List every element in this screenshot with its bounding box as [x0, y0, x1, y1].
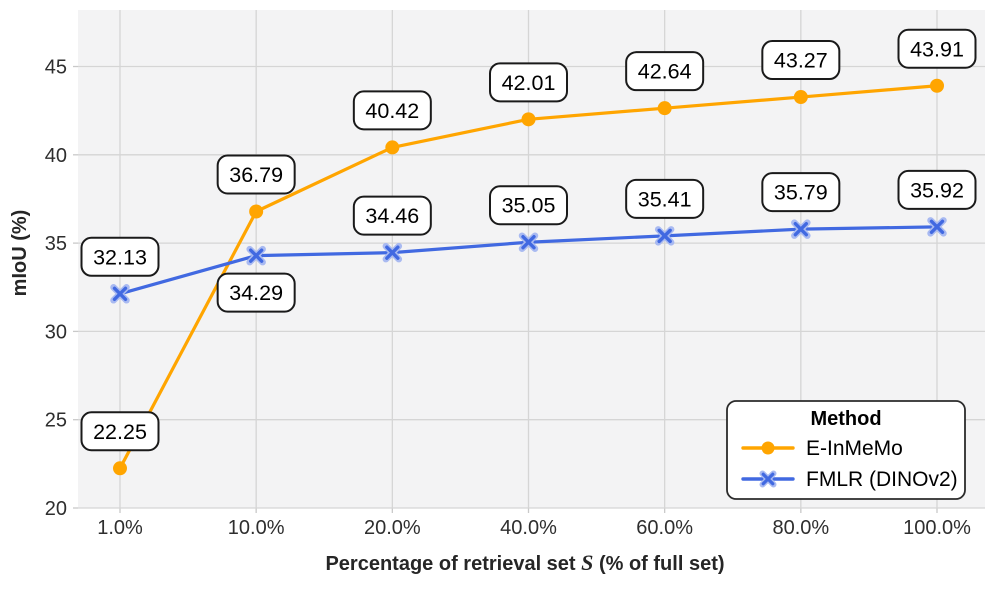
marker-x: [657, 228, 672, 244]
point-label-box: [761, 40, 841, 81]
marker-x: [793, 221, 809, 237]
legend-marker-circle: [761, 441, 775, 455]
point-label-text: 32.13: [93, 245, 147, 269]
marker-circle: [113, 461, 127, 476]
legend-label: FMLR (DINOv2): [806, 468, 958, 491]
point-label-box: [625, 51, 705, 92]
point-label: 32.13: [80, 236, 160, 277]
legend-box: [726, 400, 966, 500]
point-label: 43.27: [761, 40, 841, 81]
x-axis-label: Percentage of retrieval set S (% of full…: [325, 550, 724, 575]
point-label-box: [80, 236, 160, 277]
marker-x: [521, 235, 536, 250]
point-label-text: 40.42: [365, 99, 419, 123]
x-tick-label: 1.0%: [97, 517, 143, 539]
point-label-box: [761, 172, 841, 213]
point-label-box: [897, 169, 977, 210]
point-label-text: 22.25: [93, 420, 147, 444]
y-tick-label: 35: [45, 233, 67, 255]
marker-circle: [249, 204, 264, 219]
point-label: 34.46: [352, 195, 432, 236]
point-label: 35.05: [489, 185, 568, 226]
point-label: 42.64: [625, 51, 705, 92]
point-label: 22.25: [80, 411, 160, 452]
y-tick-label: 30: [45, 321, 67, 343]
point-label-text: 43.91: [910, 37, 964, 61]
marker-circle: [930, 78, 944, 93]
point-label: 35.79: [761, 172, 841, 213]
point-label-box: [352, 90, 432, 131]
point-label-text: 42.64: [638, 60, 692, 84]
point-label-box: [489, 185, 568, 226]
point-label-box: [216, 154, 296, 195]
legend-marker-x: [761, 472, 775, 486]
x-tick-label: 10.0%: [228, 517, 285, 539]
x-tick-label: 40.0%: [500, 517, 557, 539]
legend-title: Method: [810, 408, 881, 430]
point-label-box: [625, 178, 705, 219]
point-label: 34.29: [216, 272, 296, 313]
point-labels: 22.25 36.79 40.42 42.01 42.64 43.27 43.91 32.13…: [80, 28, 977, 452]
legend-item-e-inmemo: E-InMeMo: [741, 437, 903, 460]
series-markers-fmlr-dinov2: [110, 217, 947, 304]
point-label-text: 35.79: [774, 181, 828, 205]
point-label-box: [80, 411, 160, 452]
marker-circle: [793, 90, 808, 105]
point-label-box: [216, 272, 296, 313]
legend-item-fmlr-dinov2: FMLR (DINOv2): [741, 468, 958, 491]
point-label: 35.92: [897, 169, 977, 210]
point-label: 42.01: [489, 62, 568, 103]
y-axis-label: mIoU (%): [9, 210, 31, 297]
legend-label: E-InMeMo: [806, 437, 903, 460]
series-markers-e-inmemo: [113, 78, 944, 476]
legend: Method E-InMeMo FMLR (DINOv2): [726, 400, 966, 500]
marker-x: [929, 219, 945, 235]
y-tick-label: 25: [45, 410, 67, 432]
point-label-box: [352, 195, 432, 236]
point-label: 40.42: [352, 90, 432, 131]
marker-x: [248, 248, 264, 263]
point-label-text: 35.92: [910, 178, 964, 202]
marker-circle: [521, 112, 536, 127]
point-label-text: 34.29: [229, 281, 283, 305]
x-tick-label: 60.0%: [636, 517, 693, 539]
marker-circle: [385, 140, 400, 155]
point-label-box: [489, 62, 568, 103]
marker-x: [112, 286, 128, 301]
y-tick-label: 20: [45, 498, 67, 520]
point-label: 36.79: [216, 154, 296, 195]
x-tick-label: 100.0%: [903, 517, 971, 539]
y-tick-label: 40: [45, 145, 67, 167]
point-label-text: 42.01: [502, 71, 556, 95]
point-label-box: [897, 28, 977, 69]
x-tick-label: 80.0%: [772, 517, 829, 539]
marker-circle: [657, 101, 672, 116]
x-tick-label: 20.0%: [364, 517, 421, 539]
point-label-text: 36.79: [229, 163, 283, 187]
point-label-text: 43.27: [774, 49, 828, 73]
point-label: 35.41: [625, 178, 705, 219]
point-label-text: 35.05: [502, 194, 556, 218]
marker-x: [385, 245, 400, 260]
point-label-text: 34.46: [365, 204, 419, 228]
y-tick-label: 45: [45, 57, 67, 79]
point-label: 43.91: [897, 28, 977, 69]
point-label-text: 35.41: [638, 187, 692, 211]
